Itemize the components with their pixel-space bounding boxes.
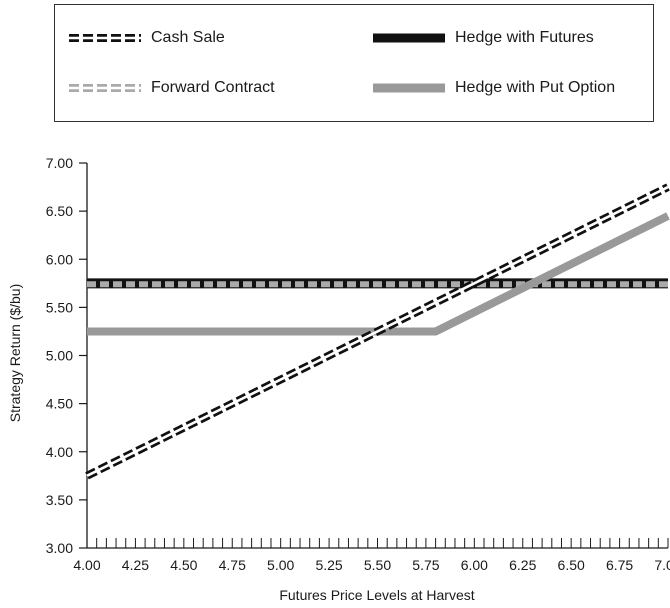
legend-label-hedge-futures: Hedge with Futures <box>455 29 594 46</box>
x-tick-label: 5.25 <box>315 557 342 573</box>
x-tick-label: 6.50 <box>558 557 585 573</box>
y-tick-label: 4.00 <box>46 444 73 460</box>
y-tick-label: 7.00 <box>46 155 73 171</box>
y-tick-label: 6.00 <box>46 251 73 267</box>
cash-sale-swatch <box>69 33 141 43</box>
legend-item-cash-sale: Cash Sale <box>67 27 225 49</box>
x-tick-label: 4.75 <box>219 557 246 573</box>
x-tick-label: 4.50 <box>170 557 197 573</box>
x-tick-label: 7.00 <box>654 557 670 573</box>
x-tick-label: 6.25 <box>509 557 536 573</box>
y-tick-label: 5.50 <box>46 299 73 315</box>
y-tick-label: 3.00 <box>46 540 73 556</box>
y-tick-label: 5.00 <box>46 348 73 364</box>
x-axis-title: Futures Price Levels at Harvest <box>279 587 474 603</box>
series-layer <box>85 183 670 480</box>
x-tick-label: 4.00 <box>73 557 100 573</box>
forward-contract-swatch <box>69 84 141 92</box>
x-tick-label: 6.75 <box>606 557 633 573</box>
y-axis-title: Strategy Return ($/bu) <box>7 284 23 423</box>
legend-item-hedge-put: Hedge with Put Option <box>371 77 615 99</box>
y-tick-label: 3.50 <box>46 492 73 508</box>
legend-item-forward-contract: Forward Contract <box>67 77 275 99</box>
legend-label-forward-contract: Forward Contract <box>151 79 275 96</box>
x-tick-label: 6.00 <box>461 557 488 573</box>
series-cash-sale-inner <box>86 185 669 477</box>
hedge-futures-swatch <box>373 33 445 43</box>
y-tick-label: 6.50 <box>46 203 73 219</box>
x-tick-label: 4.25 <box>122 557 149 573</box>
legend-label-cash-sale: Cash Sale <box>151 29 225 46</box>
x-tick-label: 5.50 <box>364 557 391 573</box>
axes: 3.00 3.50 4.00 4.50 5.00 5.50 6.00 6.50 7.00 4.00… <box>46 155 670 573</box>
x-tick-label: 5.75 <box>412 557 439 573</box>
legend: Cash Sale Hedge with Futures Forward Con… <box>54 4 654 122</box>
y-tick-label: 4.50 <box>46 396 73 412</box>
legend-label-hedge-put: Hedge with Put Option <box>455 79 616 96</box>
hedge-put-swatch <box>373 83 445 93</box>
series-hedge-with-put-option <box>87 212 670 336</box>
x-tick-label: 5.00 <box>267 557 294 573</box>
legend-item-hedge-futures: Hedge with Futures <box>371 27 594 49</box>
